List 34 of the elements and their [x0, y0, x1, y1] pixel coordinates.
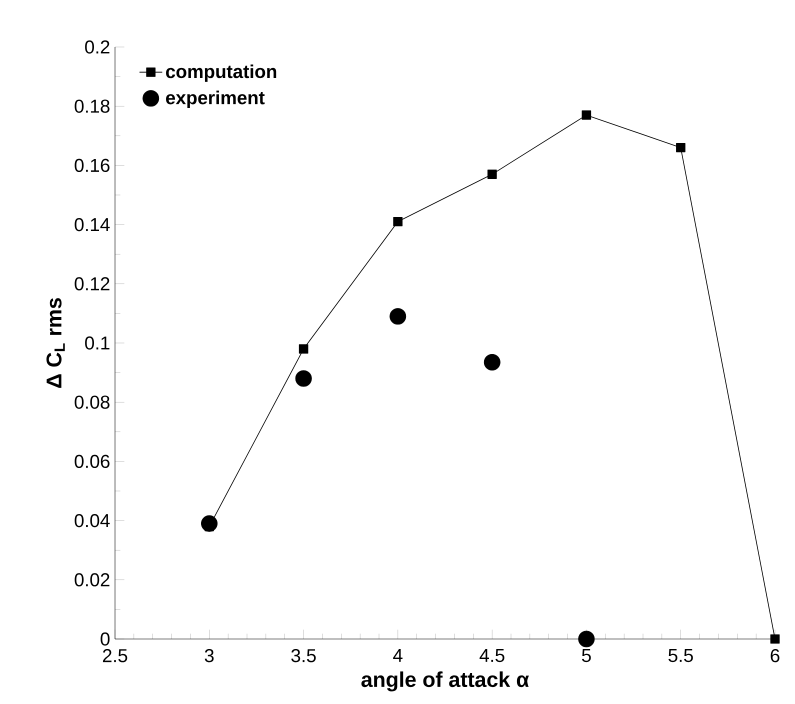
- x-tick-label: 4: [393, 649, 402, 662]
- y-tick-label: 0.2: [85, 40, 110, 54]
- point: [487, 170, 497, 179]
- y-tick-label: 0.16: [74, 158, 110, 172]
- x-tick-label: 5: [582, 649, 591, 662]
- y-tick-label: 0.1: [85, 336, 110, 350]
- point: [582, 110, 592, 120]
- x-tick-label: 3: [204, 649, 214, 662]
- point: [201, 515, 218, 532]
- point: [770, 634, 780, 644]
- point: [298, 344, 308, 354]
- point: [295, 370, 312, 387]
- point: [676, 142, 686, 152]
- y-tick-label: 0.08: [74, 396, 110, 409]
- x-tick-label: 3.5: [291, 649, 316, 662]
- y-tick-label: 0: [100, 632, 110, 646]
- y-axis-title: Δ C$_{L}$ rms: [46, 298, 65, 388]
- point: [390, 308, 406, 325]
- y-tick-label: 0.02: [74, 573, 110, 586]
- y-tick-label: 0.04: [74, 514, 110, 528]
- point: [393, 216, 403, 226]
- y-tick-label: 0.12: [74, 277, 110, 290]
- x-tick-label: 2.5: [102, 649, 128, 662]
- y-tick-label: 0.18: [74, 100, 110, 113]
- x-axis-title: angle of attack α: [361, 671, 529, 692]
- x-tick-label: 6: [770, 649, 780, 662]
- legend-label: computation: [166, 64, 276, 82]
- x-tick-label: 4.5: [480, 649, 504, 662]
- legend-label: experiment: [166, 90, 265, 108]
- x-tick-label: 5.5: [668, 649, 693, 662]
- y-tick-label: 0.14: [74, 218, 110, 232]
- y-tick-label: 0.06: [74, 454, 110, 468]
- point: [578, 630, 595, 648]
- point: [484, 354, 500, 371]
